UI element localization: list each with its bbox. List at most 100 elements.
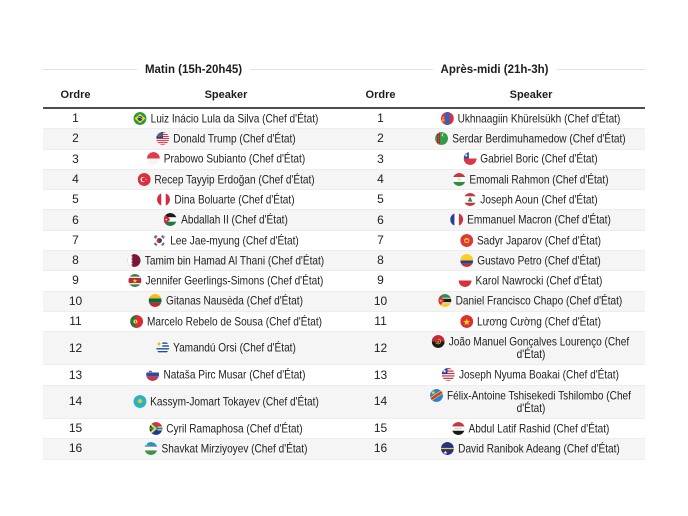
speaker-cell: Joseph Aoun (Chef d'État): [417, 189, 646, 211]
speaker-inner: Jennifer Geerlings-Simons (Chef d'État): [112, 274, 340, 288]
speaker-row: 14 Kassym-Jomart Tokayev (Chef d'État) 14 F…: [43, 385, 646, 419]
speaker-cell: Yamandú Orsi (Chef d'État): [108, 331, 345, 366]
flag-tajikistan-icon: [452, 173, 465, 186]
order-cell: 5: [344, 189, 418, 211]
speaker-row: 6 Abdallah II (Chef d'État) 6 Emmanuel Macr…: [43, 209, 646, 231]
speaker-cell: Abdul Latif Rashid (Chef d'État): [417, 418, 646, 440]
speaker-table: Matin (15h-20h45) Après-midi (21h-3h) Or…: [43, 61, 646, 460]
flag-uzbekistan-icon: [144, 442, 157, 455]
speaker-name: João Manuel Gonçalves Lourenço (Chef d'É…: [448, 334, 630, 362]
speaker-row: 11 Marcelo Rebelo de Sousa (Chef d'État) 1…: [43, 311, 646, 333]
order-cell: 14: [344, 385, 418, 419]
order-cell: 12: [344, 331, 418, 366]
speaker-cell: Gabriel Boric (Chef d'État): [417, 149, 646, 170]
speaker-inner: Yamandú Orsi (Chef d'État): [112, 341, 340, 355]
flag-kazakhstan-icon: [133, 395, 146, 408]
speaker-row: 7 Lee Jae-myung (Chef d'État) 7 Sadyr Japar…: [43, 230, 646, 251]
speaker-cell: Luiz Inácio Lula da Silva (Chef d'État): [108, 108, 345, 130]
speaker-name: Daniel Francisco Chapo (Chef d'État): [455, 293, 623, 308]
flag-kyrgyzstan-icon: [460, 234, 473, 247]
speaker-row: 3 Prabowo Subianto (Chef d'État) 3 Gabriel …: [43, 149, 646, 170]
flag-colombia-icon: [460, 254, 473, 267]
speaker-name: Recep Tayyip Erdoğan (Chef d'État): [153, 172, 315, 187]
order-cell: 6: [344, 209, 418, 231]
schedule-body: 1 Luiz Inácio Lula da Silva (Chef d'État)…: [43, 108, 646, 460]
order-cell: 7: [344, 230, 418, 251]
speaker-inner: Gustavo Petro (Chef d'État): [421, 253, 641, 268]
speaker-row: 12 Yamandú Orsi (Chef d'État) 12 João Manue…: [43, 331, 646, 366]
order-cell: 10: [43, 291, 108, 312]
speaker-inner: Marcelo Rebelo de Sousa (Chef d'État): [112, 314, 340, 329]
speaker-row: 10 Gitanas Nausėda (Chef d'État) 10 Daniel …: [43, 291, 646, 312]
speaker-cell: Kassym-Jomart Tokayev (Chef d'État): [108, 385, 345, 419]
flag-brazil-icon: [133, 112, 146, 125]
speaker-inner: Gitanas Nausėda (Chef d'État): [112, 294, 340, 308]
speaker-name: Nataša Pirc Musar (Chef d'État): [162, 367, 305, 382]
speaker-row: 8 Tamim bin Hamad Al Thani (Chef d'État) 8…: [43, 250, 646, 272]
flag-mozambique-icon: [439, 294, 452, 307]
speaker-cell: Lương Cường (Chef d'État): [417, 311, 646, 333]
speaker-inner: Lee Jae-myung (Chef d'État): [112, 233, 340, 248]
order-cell: 15: [344, 418, 418, 440]
order-cell: 9: [43, 270, 108, 292]
speaker-cell: Ukhnaagiin Khürelsükh (Chef d'État): [417, 108, 646, 130]
speaker-name: Karol Nawrocki (Chef d'État): [475, 273, 603, 288]
column-header-speaker-morning: Speaker: [108, 80, 345, 109]
speaker-cell: João Manuel Gonçalves Lourenço (Chef d'É…: [417, 331, 646, 366]
order-cell: 3: [43, 149, 108, 170]
speaker-cell: Emmanuel Macron (Chef d'État): [417, 209, 646, 231]
speaker-name: Lee Jae-myung (Chef d'État): [169, 233, 299, 248]
order-cell: 16: [344, 438, 418, 460]
caption-line-right: [556, 69, 646, 70]
flag-south-korea-icon: [153, 234, 166, 247]
speaker-inner: Kassym-Jomart Tokayev (Chef d'État): [112, 395, 340, 409]
order-cell: 7: [43, 230, 108, 251]
speaker-inner: Abdallah II (Chef d'État): [112, 213, 340, 227]
session-captions-row: Matin (15h-20h45) Après-midi (21h-3h): [43, 61, 646, 80]
flag-indonesia-icon: [146, 152, 159, 165]
speaker-cell: Daniel Francisco Chapo (Chef d'État): [417, 291, 646, 312]
speaker-name: Gabriel Boric (Chef d'État): [480, 151, 598, 166]
order-cell: 8: [344, 250, 418, 272]
flag-lebanon-icon: [463, 193, 476, 206]
speaker-inner: Félix-Antoine Tshisekedi Tshilombo (Chef…: [421, 388, 641, 416]
order-cell: 15: [43, 418, 108, 440]
flag-chile-icon: [463, 152, 476, 165]
speaker-name: Ukhnaagiin Khürelsükh (Chef d'État): [457, 111, 621, 126]
order-cell: 4: [43, 169, 108, 191]
flag-south-africa-icon: [149, 422, 162, 435]
flag-vietnam-icon: [460, 315, 473, 328]
speaker-inner: Dina Boluarte (Chef d'État): [112, 193, 340, 207]
session-caption-afternoon: Après-midi (21h-3h): [344, 61, 646, 80]
order-cell: 9: [344, 270, 418, 292]
speaker-inner: Gabriel Boric (Chef d'État): [421, 152, 641, 166]
order-cell: 10: [344, 291, 418, 312]
speaker-cell: Sadyr Japarov (Chef d'État): [417, 230, 646, 251]
column-header-order-afternoon: Ordre: [344, 80, 418, 109]
speaker-row: 15 Cyril Ramaphosa (Chef d'État) 15 Abdul L…: [43, 418, 646, 440]
flag-nauru-icon: [441, 442, 454, 455]
order-cell: 1: [43, 108, 108, 130]
speaker-cell: Gitanas Nausėda (Chef d'État): [108, 291, 345, 312]
speaker-name: Emomali Rahmon (Chef d'État): [469, 172, 609, 187]
speaker-name: Félix-Antoine Tshisekedi Tshilombo (Chef…: [447, 388, 631, 416]
speaker-inner: Abdul Latif Rashid (Chef d'État): [421, 421, 641, 436]
speaker-inner: Emomali Rahmon (Chef d'État): [421, 172, 641, 187]
order-cell: 5: [43, 189, 108, 211]
speaker-cell: Gustavo Petro (Chef d'État): [417, 250, 646, 272]
speaker-name: Sadyr Japarov (Chef d'État): [476, 233, 602, 248]
speaker-inner: Ukhnaagiin Khürelsükh (Chef d'État): [421, 111, 641, 126]
flag-portugal-icon: [129, 315, 142, 328]
flag-united-states-icon: [156, 132, 169, 145]
speaker-cell: David Ranibok Adeang (Chef d'État): [417, 438, 646, 460]
speaker-inner: Joseph Nyuma Boakai (Chef d'État): [421, 368, 641, 382]
speaker-inner: Serdar Berdimuhamedow (Chef d'État): [421, 132, 641, 146]
speaker-name: Gustavo Petro (Chef d'État): [477, 253, 601, 268]
speaker-inner: Nataša Pirc Musar (Chef d'État): [112, 368, 340, 382]
speaker-name: Abdul Latif Rashid (Chef d'État): [468, 421, 610, 436]
order-cell: 11: [344, 311, 418, 333]
speaker-schedule: Matin (15h-20h45) Après-midi (21h-3h) Or…: [43, 61, 646, 460]
speaker-inner: Prabowo Subianto (Chef d'État): [112, 152, 340, 166]
caption-line-right: [250, 69, 345, 70]
speaker-name: Kassym-Jomart Tokayev (Chef d'État): [149, 394, 319, 409]
